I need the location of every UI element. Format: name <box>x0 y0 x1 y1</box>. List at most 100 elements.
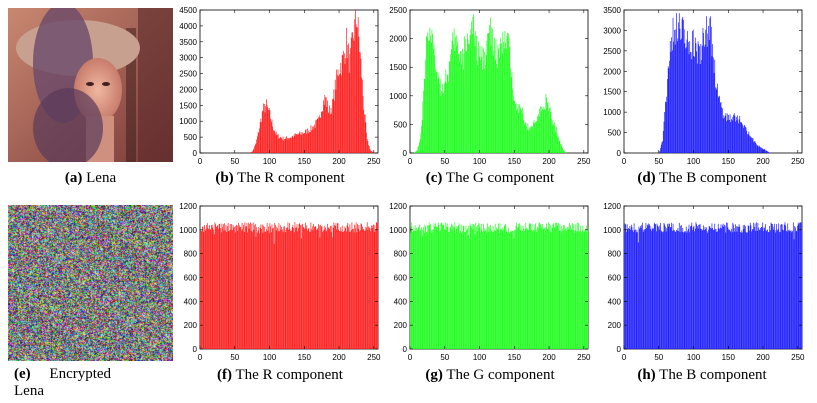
bar <box>488 33 490 153</box>
bar <box>526 227 527 349</box>
bar <box>478 223 480 349</box>
bar <box>219 223 221 349</box>
bar <box>239 227 241 349</box>
bar <box>346 27 347 153</box>
bar <box>728 229 730 349</box>
bar <box>305 129 307 153</box>
bar <box>765 150 766 153</box>
bar <box>457 40 458 154</box>
bar <box>749 222 751 349</box>
bar <box>713 229 715 349</box>
bar <box>430 35 431 153</box>
bar <box>497 44 499 153</box>
bar <box>533 229 534 349</box>
bar <box>756 230 758 349</box>
bar <box>308 227 310 349</box>
bar <box>692 230 693 349</box>
bar <box>767 229 768 349</box>
bar <box>741 230 743 349</box>
bar <box>585 225 587 349</box>
bar <box>501 43 502 153</box>
bar <box>703 225 704 349</box>
bar <box>348 43 349 153</box>
bar <box>551 227 553 349</box>
y-tick-label: 200 <box>394 321 408 330</box>
bar <box>726 113 728 153</box>
caption-d-tag: (d) <box>637 170 656 186</box>
bars <box>414 13 567 154</box>
bar <box>705 29 707 153</box>
bar <box>254 223 256 349</box>
bar <box>547 101 549 153</box>
bar <box>307 229 309 349</box>
bar <box>236 225 238 349</box>
bar <box>428 40 430 153</box>
bar <box>440 95 442 153</box>
bar <box>286 136 287 153</box>
bar <box>342 55 344 153</box>
bar <box>463 53 465 153</box>
bar <box>510 77 512 153</box>
bar <box>771 223 773 349</box>
bar <box>316 119 318 153</box>
bar <box>674 44 676 154</box>
bar <box>651 230 652 349</box>
bar <box>423 232 425 349</box>
bar <box>768 232 770 349</box>
bar <box>525 122 527 153</box>
bar <box>309 131 310 153</box>
bar <box>281 138 283 153</box>
bar <box>726 121 727 153</box>
bar <box>361 77 363 153</box>
bar <box>742 127 744 153</box>
bar <box>330 114 331 153</box>
bar <box>585 228 586 349</box>
bar <box>731 119 732 153</box>
bar <box>521 231 523 349</box>
bar <box>635 229 636 349</box>
bar <box>435 226 437 349</box>
bar <box>367 229 369 349</box>
bar <box>344 226 346 349</box>
bar <box>565 228 566 349</box>
bar <box>576 222 578 349</box>
bar <box>438 77 440 153</box>
bar <box>549 231 551 349</box>
y-tick-label: 600 <box>184 274 198 283</box>
bar <box>204 230 206 349</box>
bar <box>275 131 277 153</box>
bar <box>296 134 298 153</box>
bar <box>662 141 663 153</box>
noise-canvas <box>8 205 173 361</box>
bar <box>744 126 746 153</box>
bar <box>727 120 729 153</box>
bar <box>539 108 541 153</box>
bar <box>733 113 735 153</box>
bar <box>644 229 646 349</box>
bar <box>478 56 480 153</box>
bar <box>743 125 745 153</box>
bar <box>348 227 349 349</box>
bar <box>667 223 668 349</box>
bar <box>372 225 374 349</box>
bar <box>427 32 429 153</box>
bar <box>241 222 243 349</box>
bar <box>513 238 515 349</box>
bar <box>576 231 577 349</box>
bar <box>202 226 203 349</box>
bar <box>469 35 471 153</box>
bar <box>254 225 255 349</box>
bar <box>500 37 502 154</box>
bar <box>763 230 764 349</box>
bars <box>200 222 379 349</box>
bar <box>234 226 235 349</box>
bar <box>501 229 502 349</box>
bar <box>267 107 269 153</box>
bar <box>640 228 642 349</box>
bar <box>457 227 458 349</box>
bar <box>356 232 358 349</box>
y-tick-label: 0 <box>403 345 408 354</box>
bar <box>244 222 246 349</box>
bar <box>664 112 666 153</box>
bar <box>492 225 494 349</box>
